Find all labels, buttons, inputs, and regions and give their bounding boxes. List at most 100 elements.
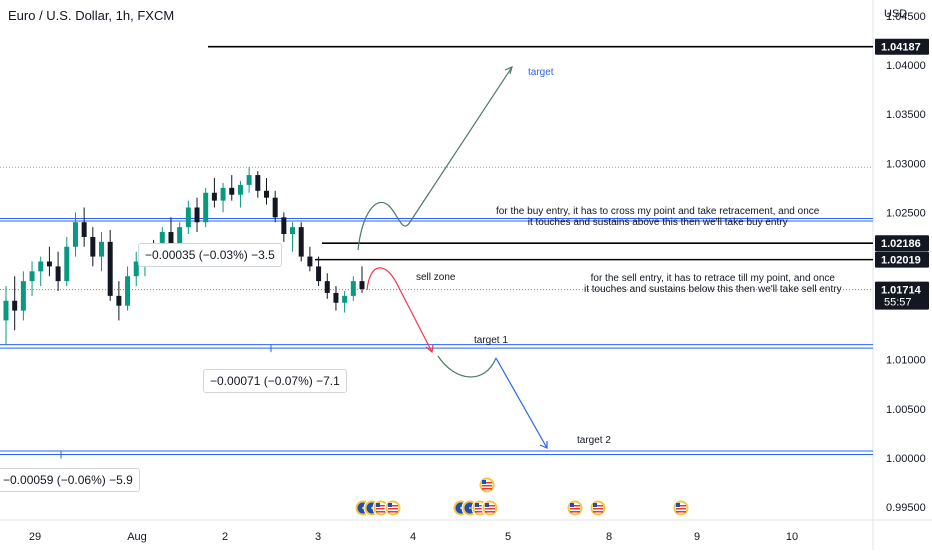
candle-body-8[interactable] [64, 246, 70, 282]
price-label-bg-2 [875, 235, 929, 252]
candle-body-14[interactable] [116, 295, 122, 306]
retracement-curve[interactable] [437, 355, 497, 378]
candle-body-34[interactable] [290, 227, 296, 235]
buy-entry-note[interactable]: for the buy entry, it has to cross my po… [496, 206, 819, 228]
sell-note-line-2: it touches and sustains below this then … [584, 284, 842, 295]
price-label-bg-3 [875, 251, 929, 268]
candle-body-4[interactable] [29, 271, 35, 282]
us-canton-99 [482, 480, 486, 484]
us-stripe-c-9 [570, 511, 580, 513]
target-1-label[interactable]: target 1 [474, 335, 508, 346]
y-tick-1: 1.04500 [886, 11, 926, 23]
eu-star-1 [362, 507, 364, 509]
candle-body-12[interactable] [99, 241, 105, 257]
candle-body-36[interactable] [307, 256, 313, 267]
target-label[interactable]: target [528, 67, 554, 78]
x-tick-9: 10 [786, 531, 798, 543]
candle-body-35[interactable] [298, 227, 304, 257]
buy-projection-path[interactable] [357, 66, 513, 251]
eu-star-6 [469, 507, 471, 509]
candle-body-16[interactable] [133, 261, 139, 277]
eu-star-5 [460, 507, 462, 509]
buy-note-line-2: it touches and sustains above this then … [527, 217, 788, 228]
candle-body-6[interactable] [46, 261, 52, 267]
us-stripe-a-9 [570, 505, 580, 507]
sell-projection-path[interactable] [366, 267, 433, 353]
us-stripe-b-4 [388, 508, 398, 510]
x-tick-4: 3 [315, 531, 321, 543]
us-stripe-c-8 [485, 511, 495, 513]
candle-body-1[interactable] [3, 300, 9, 321]
y-tick-2: 1.04000 [886, 60, 926, 72]
candle-body-5[interactable] [38, 261, 44, 272]
us-stripe-c-99 [482, 488, 492, 490]
candle-body-15[interactable] [125, 276, 131, 306]
price-label-bg-4 [875, 281, 929, 310]
buy-arrowhead [504, 65, 513, 75]
target-2-arrow[interactable] [495, 357, 548, 449]
price-label-1: 1.04187 [881, 42, 921, 54]
us-stripe-b-99 [482, 485, 492, 487]
us-stripe-a-8 [485, 505, 495, 507]
us-stripe-a-4 [388, 505, 398, 507]
candle-body-37[interactable] [316, 266, 322, 282]
us-canton-3 [376, 503, 380, 507]
candle-body-42[interactable] [359, 281, 365, 289]
candle-body-10[interactable] [81, 222, 87, 237]
candle-body-21[interactable] [177, 227, 183, 247]
x-tick-1: 29 [29, 531, 41, 543]
us-stripe-b-10 [593, 508, 603, 510]
sell-entry-note-text: for the sell entry, it has to retrace ti… [584, 273, 842, 295]
candle-body-38[interactable] [324, 281, 330, 293]
candle-body-3[interactable] [20, 281, 26, 311]
candle-body-29[interactable] [246, 175, 252, 185]
candle-body-39[interactable] [333, 292, 339, 303]
candle-body-26[interactable] [220, 187, 226, 201]
candle-body-32[interactable] [272, 197, 278, 218]
sell-note-line-1: for the sell entry, it has to retrace ti… [590, 273, 835, 284]
price-label-bg-1 [875, 38, 929, 55]
candle-body-20[interactable] [168, 232, 174, 247]
us-stripe-c-3 [376, 511, 386, 513]
candle-body-13[interactable] [107, 241, 113, 296]
us-stripe-a-10 [593, 505, 603, 507]
measure-box-1[interactable]: −0.00035 (−0.03%) −3.5 [138, 243, 282, 267]
us-stripe-b-3 [376, 508, 386, 510]
sell-arrowhead [425, 344, 434, 354]
candle-body-28[interactable] [237, 184, 243, 195]
target-2-label[interactable]: target 2 [577, 435, 611, 446]
candle-body-31[interactable] [263, 190, 269, 198]
candle-body-11[interactable] [90, 236, 96, 257]
candle-body-41[interactable] [350, 281, 356, 296]
us-stripe-c-4 [388, 511, 398, 513]
candle-body-2[interactable] [12, 300, 18, 311]
candle-body-27[interactable] [229, 187, 235, 195]
us-stripe-c-11 [676, 511, 686, 513]
buy-note-line-1: for the buy entry, it has to cross my po… [496, 206, 820, 217]
y-tick-4: 1.03000 [886, 158, 926, 170]
us-stripe-a-11 [676, 505, 686, 507]
buy-entry-note-text: for the buy entry, it has to cross my po… [496, 206, 819, 228]
us-stripe-a-7 [475, 505, 485, 507]
measure-box-2[interactable]: −0.00071 (−0.07%) −7.1 [203, 369, 347, 393]
candle-body-23[interactable] [194, 207, 200, 223]
us-canton-4 [388, 503, 392, 507]
candle-body-33[interactable] [281, 217, 287, 235]
candle-body-30[interactable] [255, 175, 261, 191]
measure-box-3[interactable]: −0.00059 (−0.06%) −5.9 [0, 468, 140, 492]
y-tick-5: 1.02500 [886, 207, 926, 219]
y-tick-3: 1.03500 [886, 109, 926, 121]
candle-body-7[interactable] [55, 266, 61, 282]
candle-body-25[interactable] [211, 192, 217, 201]
candle-body-40[interactable] [342, 295, 348, 303]
sell-zone-label[interactable]: sell zone [416, 272, 456, 283]
target-2-arrowhead [539, 441, 548, 449]
us-stripe-b-11 [676, 508, 686, 510]
candle-body-9[interactable] [72, 222, 78, 247]
sell-entry-note[interactable]: for the sell entry, it has to retrace ti… [584, 273, 842, 295]
candle-body-22[interactable] [185, 207, 191, 228]
candle-body-24[interactable] [203, 192, 209, 223]
us-stripe-b-8 [485, 508, 495, 510]
us-canton-11 [676, 503, 680, 507]
